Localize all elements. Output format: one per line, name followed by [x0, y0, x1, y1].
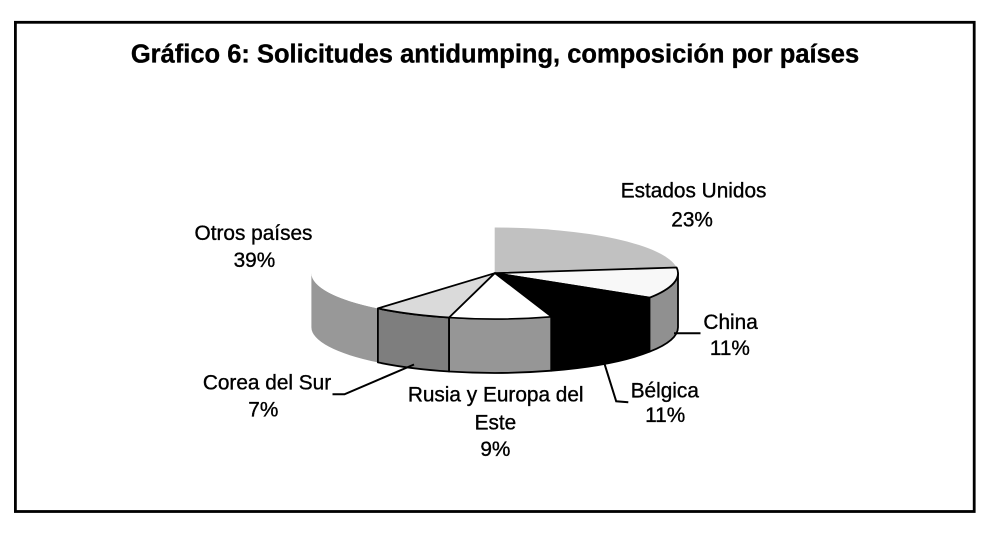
svg-text:11%: 11% — [710, 337, 750, 360]
svg-text:Bélgica: Bélgica — [631, 380, 700, 403]
svg-text:11%: 11% — [645, 404, 685, 427]
svg-text:9%: 9% — [480, 438, 510, 461]
svg-text:China: China — [703, 311, 758, 334]
svg-text:Este: Este — [475, 412, 517, 435]
svg-text:Otros países: Otros países — [195, 222, 313, 245]
svg-text:Corea del Sur: Corea del Sur — [203, 372, 331, 395]
svg-text:Gráfico 6: Solicitudes antidum: Gráfico 6: Solicitudes antidumping, comp… — [131, 41, 859, 69]
svg-text:39%: 39% — [234, 249, 276, 272]
svg-text:Estados Unidos: Estados Unidos — [621, 180, 767, 203]
svg-text:7%: 7% — [248, 399, 278, 422]
svg-text:Rusia y Europa del: Rusia y Europa del — [408, 384, 584, 407]
svg-text:23%: 23% — [671, 209, 713, 232]
